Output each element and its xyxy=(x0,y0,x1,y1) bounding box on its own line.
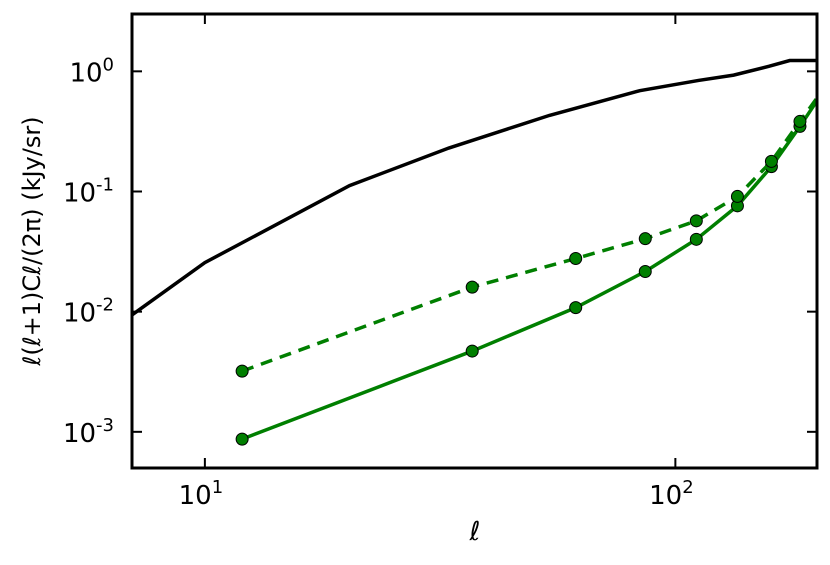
tick-base: 10 xyxy=(179,481,212,511)
tick-base: 10 xyxy=(63,178,96,208)
plot-frame xyxy=(130,12,819,470)
marker xyxy=(730,189,744,203)
tick-exponent: 0 xyxy=(103,54,114,75)
marker xyxy=(465,280,479,294)
tick-base: 10 xyxy=(63,419,96,449)
marker xyxy=(764,154,778,168)
tick-label: 10-1 xyxy=(63,174,114,208)
series-line xyxy=(132,58,817,317)
marker xyxy=(793,114,807,128)
marker xyxy=(465,344,479,358)
marker xyxy=(689,232,703,246)
marker xyxy=(235,432,249,446)
tick-label: 10-3 xyxy=(63,415,114,449)
tick-label: 100 xyxy=(69,54,114,88)
tick-label: 102 xyxy=(649,477,694,511)
tick-label: 101 xyxy=(179,477,224,511)
x-axis-label: ℓ xyxy=(469,517,481,547)
marker xyxy=(638,232,652,246)
tick-exponent: -2 xyxy=(96,295,114,316)
y-axis-label: ℓ(ℓ+1)Cℓ/(2π) (kJy/sr) xyxy=(18,116,46,366)
tick-base: 10 xyxy=(69,58,102,88)
tick-exponent: 2 xyxy=(682,477,693,498)
series-line xyxy=(241,96,817,373)
tick-label: 10-2 xyxy=(63,295,114,329)
tick-base: 10 xyxy=(63,299,96,329)
tick-exponent: -3 xyxy=(96,415,114,436)
tick-exponent: -1 xyxy=(96,174,114,195)
marker xyxy=(569,251,583,265)
tick-base: 10 xyxy=(649,481,682,511)
tick-exponent: 1 xyxy=(212,477,223,498)
marker xyxy=(569,301,583,315)
marker xyxy=(638,264,652,278)
marker xyxy=(235,364,249,378)
marker xyxy=(689,214,703,228)
